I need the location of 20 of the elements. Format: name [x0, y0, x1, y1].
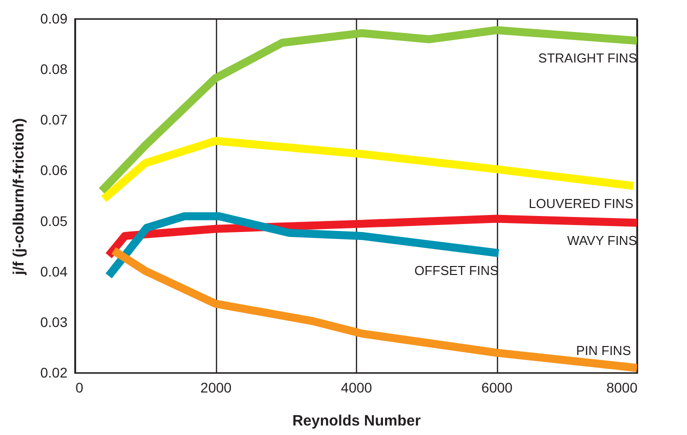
x-tick-label: 8000 — [606, 380, 638, 396]
y-tick-label: 0.03 — [40, 314, 68, 330]
x-tick-label: 6000 — [481, 380, 513, 396]
series-label: PIN FINS — [576, 342, 632, 358]
y-tick-label: 0.02 — [40, 364, 68, 380]
y-tick-label: 0.04 — [40, 263, 68, 280]
y-tick-label: 0.07 — [40, 112, 68, 128]
y-tick-label: 0.08 — [40, 61, 68, 78]
series-label: STRAIGHT FINS — [538, 50, 638, 66]
x-axis-title: Reynolds Number — [292, 412, 421, 430]
x-tick-label: 0 — [76, 380, 84, 396]
y-tick-label: 0.06 — [40, 162, 68, 178]
y-tick-label: 0.05 — [40, 212, 68, 229]
y-axis-title: j/f (j-colburn/f-friction) — [10, 118, 28, 276]
x-tick-label: 2000 — [200, 380, 232, 396]
series-label: LOUVERED FINS — [528, 196, 634, 211]
series-label: WAVY FINS — [567, 232, 638, 248]
y-tick-label: 0.09 — [40, 10, 68, 26]
x-tick-label: 4000 — [340, 380, 372, 396]
series-label: OFFSET FINS — [414, 263, 499, 278]
